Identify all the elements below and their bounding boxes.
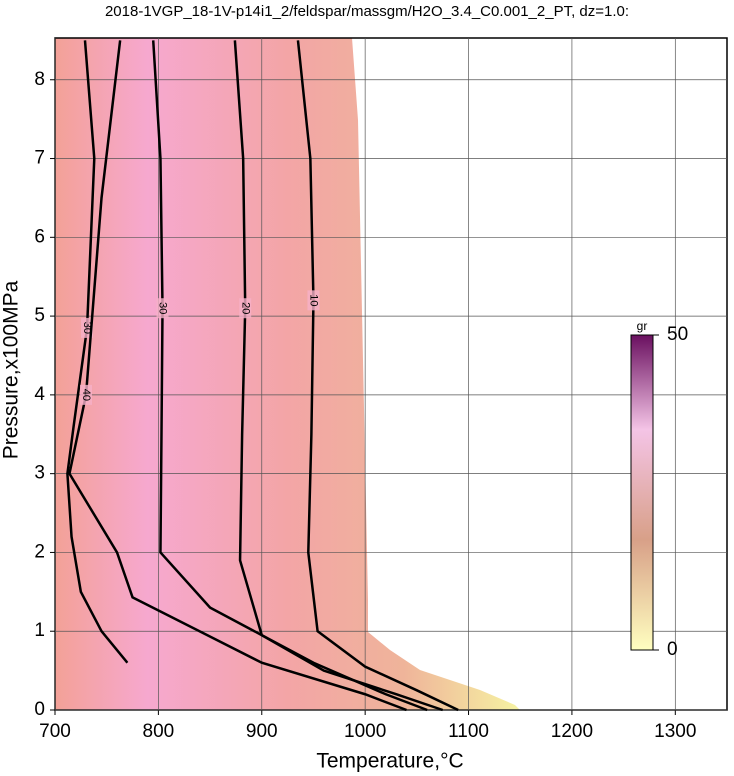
y-axis-label: Pressure,x100MPa: [0, 280, 23, 459]
y-tick-label: 2: [34, 541, 45, 562]
contour-label: 30: [157, 302, 169, 314]
contour-label-bg: [80, 384, 93, 405]
colorbar-tick-label: 50: [667, 324, 688, 345]
x-axis-label: Temperature,°C: [316, 750, 463, 773]
colorbar: [630, 334, 654, 651]
x-tick-label: 1100: [448, 721, 489, 742]
y-tick-label: 4: [34, 384, 45, 405]
contour-line: [151, 40, 428, 712]
contour-label-bg: [307, 290, 320, 311]
x-tick-label: 800: [143, 721, 175, 742]
y-tick-label: 0: [34, 699, 45, 720]
y-tick-label: 7: [34, 148, 45, 169]
x-tick-label: 1000: [344, 721, 386, 742]
contour-label: 20: [239, 302, 251, 314]
contour-line: [68, 40, 407, 712]
y-tick-label: 5: [34, 305, 45, 326]
chart-title: 2018-1VGP_18-1V-p14i1_2/feldspar/massgm/…: [105, 3, 629, 20]
x-tick-label: 900: [246, 721, 278, 742]
contour-label-bg: [156, 298, 169, 319]
contour-label: 10: [308, 294, 320, 306]
y-tick-label: 3: [34, 463, 45, 484]
y-tick-label: 6: [34, 226, 45, 247]
contour-label: 40: [80, 389, 92, 401]
field-fill: [55, 38, 520, 710]
x-tick-label: 1300: [654, 721, 696, 742]
contour-label-bg: [239, 298, 252, 319]
y-tick-label: 1: [34, 620, 45, 641]
contour-line: [296, 40, 459, 712]
x-tick-label: 700: [39, 721, 71, 742]
y-tick-label: 8: [34, 69, 45, 90]
colorbar-tick-label: 0: [667, 639, 678, 660]
contour-line: [233, 40, 444, 712]
contour-line: [66, 40, 129, 664]
colorbar-label: gr: [637, 319, 648, 333]
x-tick-label: 1200: [551, 721, 593, 742]
